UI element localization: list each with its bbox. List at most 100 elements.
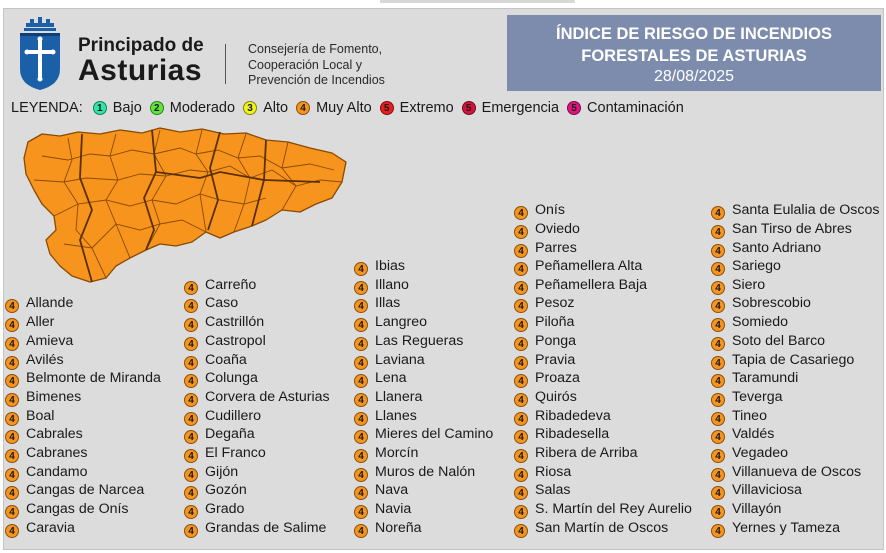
municipality-item: 4 Candamo bbox=[5, 464, 88, 482]
municipality-name: Cabrales bbox=[26, 426, 83, 442]
municipality-item: 4 Parres bbox=[514, 240, 577, 258]
municipality-name: Ribadedeva bbox=[535, 408, 611, 424]
municipality-name: Onís bbox=[535, 202, 565, 218]
municipality-name: Tapia de Casariego bbox=[732, 352, 855, 368]
municipality-name: Villaviciosa bbox=[732, 482, 802, 498]
municipality-name: Cangas de Onís bbox=[26, 501, 129, 517]
municipality-name: San Martín de Oscos bbox=[535, 520, 669, 536]
municipality-name: Morcín bbox=[375, 445, 419, 461]
risk-level-dot: 4 bbox=[514, 374, 528, 388]
risk-level-dot: 4 bbox=[711, 374, 725, 388]
municipality-name: Muros de Nalón bbox=[375, 464, 476, 480]
municipality-name: Ribera de Arriba bbox=[535, 445, 638, 461]
municipality-name: Llanera bbox=[375, 389, 423, 405]
municipality-item: 4 Belmonte de Miranda bbox=[5, 370, 161, 388]
legend-dot: 5 bbox=[461, 101, 476, 115]
risk-level-dot: 4 bbox=[514, 318, 528, 332]
municipality-item: 4 Allande bbox=[5, 295, 73, 313]
municipality-item: 4 Boal bbox=[5, 408, 54, 426]
municipality-item: 4 Siero bbox=[711, 277, 765, 295]
municipality-item: 4 El Franco bbox=[184, 445, 266, 463]
risk-level-dot: 4 bbox=[711, 244, 725, 258]
risk-level-dot: 4 bbox=[711, 505, 725, 519]
municipality-item: 4 Riosa bbox=[514, 464, 571, 482]
department-line-2: Cooperación Local y bbox=[248, 57, 362, 72]
legend-item: 3 Alto bbox=[243, 100, 288, 116]
municipality-item: 4 Villanueva de Oscos bbox=[711, 464, 861, 482]
municipality-name: Belmonte de Miranda bbox=[26, 370, 161, 386]
risk-level-dot: 4 bbox=[711, 430, 725, 444]
municipality-item: 4 Sobrescobio bbox=[711, 295, 811, 313]
legend-item: 5 Emergencia bbox=[461, 100, 559, 116]
map-region-borders bbox=[79, 129, 321, 283]
risk-level-dot: 4 bbox=[5, 318, 19, 332]
municipality-name: Degaña bbox=[205, 426, 255, 442]
risk-level-dot: 4 bbox=[5, 412, 19, 426]
municipality-name: Santo Adriano bbox=[732, 240, 822, 256]
risk-level-dot: 4 bbox=[514, 225, 528, 239]
municipality-item: 4 Soto del Barco bbox=[711, 333, 825, 351]
risk-level-dot: 4 bbox=[514, 206, 528, 220]
risk-level-dot: 4 bbox=[514, 393, 528, 407]
municipality-name: Carreño bbox=[205, 277, 257, 293]
municipality-item: 4 Illano bbox=[354, 277, 409, 295]
risk-level-dot: 4 bbox=[354, 262, 368, 276]
top-strip bbox=[0, 0, 886, 3]
municipality-name: Soto del Barco bbox=[732, 333, 826, 349]
department-name: Consejería de Fomento, Cooperación Local… bbox=[248, 42, 385, 89]
risk-level-dot: 4 bbox=[184, 524, 198, 538]
municipality-name: Aller bbox=[26, 314, 55, 330]
risk-level-dot: 4 bbox=[5, 449, 19, 463]
risk-level-dot: 4 bbox=[514, 299, 528, 313]
municipality-name: Langreo bbox=[375, 314, 428, 330]
municipality-item: 4 Gijón bbox=[184, 464, 238, 482]
risk-level-dot: 4 bbox=[711, 206, 725, 220]
risk-level-dot: 4 bbox=[184, 299, 198, 313]
header-divider bbox=[225, 44, 226, 84]
municipality-name: Lena bbox=[375, 370, 407, 386]
municipality-name: Yernes y Tameza bbox=[732, 520, 841, 536]
risk-level-dot: 4 bbox=[5, 393, 19, 407]
legend-dot: 4 bbox=[296, 101, 311, 115]
municipality-item: 4 Pravia bbox=[514, 352, 575, 370]
municipality-name: Nava bbox=[375, 482, 409, 498]
risk-level-dot: 4 bbox=[711, 281, 725, 295]
municipality-item: 4 Villaviciosa bbox=[711, 482, 802, 500]
legend-dot: 2 bbox=[149, 101, 164, 115]
municipality-name: Riosa bbox=[535, 464, 572, 480]
municipality-item: 4 Cangas de Narcea bbox=[5, 482, 144, 500]
municipality-item: 4 Navia bbox=[354, 501, 411, 519]
municipality-item: 4 Vegadeo bbox=[711, 445, 788, 463]
municipality-name: Navia bbox=[375, 501, 412, 517]
legend-label: Bajo bbox=[112, 100, 142, 116]
risk-level-dot: 4 bbox=[184, 356, 198, 370]
report-panel bbox=[3, 8, 884, 550]
municipality-item: 4 Grado bbox=[184, 501, 244, 519]
municipality-name: Illas bbox=[375, 295, 401, 311]
municipality-item: 4 Lena bbox=[354, 370, 407, 388]
risk-level-dot: 4 bbox=[514, 430, 528, 444]
municipality-item: 4 Cangas de Onís bbox=[5, 501, 129, 519]
risk-level-dot: 4 bbox=[514, 244, 528, 258]
municipality-name: Coaña bbox=[205, 352, 247, 368]
legend-dot: 1 bbox=[92, 101, 107, 115]
legend-dot: 5 bbox=[567, 101, 582, 115]
risk-level-dot: 4 bbox=[514, 412, 528, 426]
risk-level-dot: 4 bbox=[184, 393, 198, 407]
municipality-name: Colunga bbox=[205, 370, 258, 386]
municipality-item: 4 Laviana bbox=[354, 352, 425, 370]
asturias-risk-map bbox=[23, 127, 347, 283]
municipality-name: Cudillero bbox=[205, 408, 261, 424]
municipality-item: 4 Mieres del Camino bbox=[354, 426, 493, 444]
legend-dot: 3 bbox=[243, 101, 258, 115]
municipality-item: 4 Salas bbox=[514, 482, 571, 500]
municipality-name: Peñamellera Alta bbox=[535, 258, 643, 274]
risk-level-dot: 4 bbox=[711, 299, 725, 313]
municipality-item: 4 Corvera de Asturias bbox=[184, 389, 330, 407]
risk-level-dot: 4 bbox=[711, 262, 725, 276]
municipality-name: Pesoz bbox=[535, 295, 575, 311]
legend-item: 5 Extremo bbox=[379, 100, 454, 116]
municipality-item: 4 Morcín bbox=[354, 445, 418, 463]
municipality-item: 4 Grandas de Salime bbox=[184, 520, 326, 538]
municipality-item: 4 Castropol bbox=[184, 333, 266, 351]
